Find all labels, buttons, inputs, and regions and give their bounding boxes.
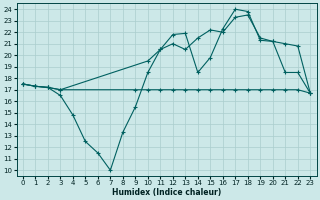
X-axis label: Humidex (Indice chaleur): Humidex (Indice chaleur) [112,188,221,197]
